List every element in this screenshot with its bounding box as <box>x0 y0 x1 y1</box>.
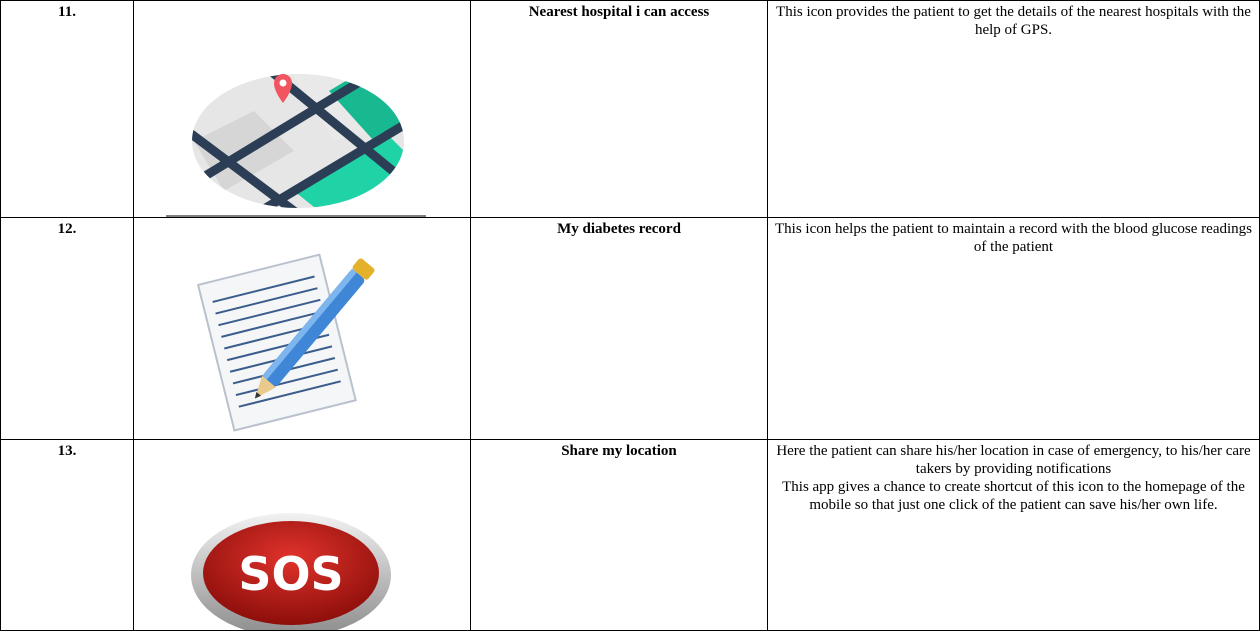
icon-cell: SOS <box>133 439 471 631</box>
description: Here the patient can share his/her locat… <box>776 443 1251 477</box>
row-number: 11. <box>0 0 134 218</box>
icon-cell <box>133 217 471 440</box>
icon-label: SOS <box>238 547 343 601</box>
map-icon <box>166 74 426 217</box>
description: This icon provides the patient to get th… <box>776 4 1251 38</box>
description: This app gives a chance to create shortc… <box>782 479 1245 513</box>
description: This icon helps the patient to maintain … <box>775 221 1252 255</box>
description-cell: Here the patient can share his/her locat… <box>767 439 1260 631</box>
icon-cell <box>133 0 471 218</box>
description-cell: This icon provides the patient to get th… <box>767 0 1260 218</box>
feature-name: Nearest hospital i can access <box>470 0 768 218</box>
sos-icon: SOS <box>191 513 391 630</box>
table-row: 12. <box>0 217 1260 440</box>
record-icon <box>196 253 375 432</box>
table-row: 13. SOS Share my location Here the patie… <box>0 439 1260 631</box>
description-cell: This icon helps the patient to maintain … <box>767 217 1260 440</box>
row-number: 13. <box>0 439 134 631</box>
feature-name: Share my location <box>470 439 768 631</box>
row-number: 12. <box>0 217 134 440</box>
table-row: 11. <box>0 0 1260 218</box>
feature-name: My diabetes record <box>470 217 768 440</box>
